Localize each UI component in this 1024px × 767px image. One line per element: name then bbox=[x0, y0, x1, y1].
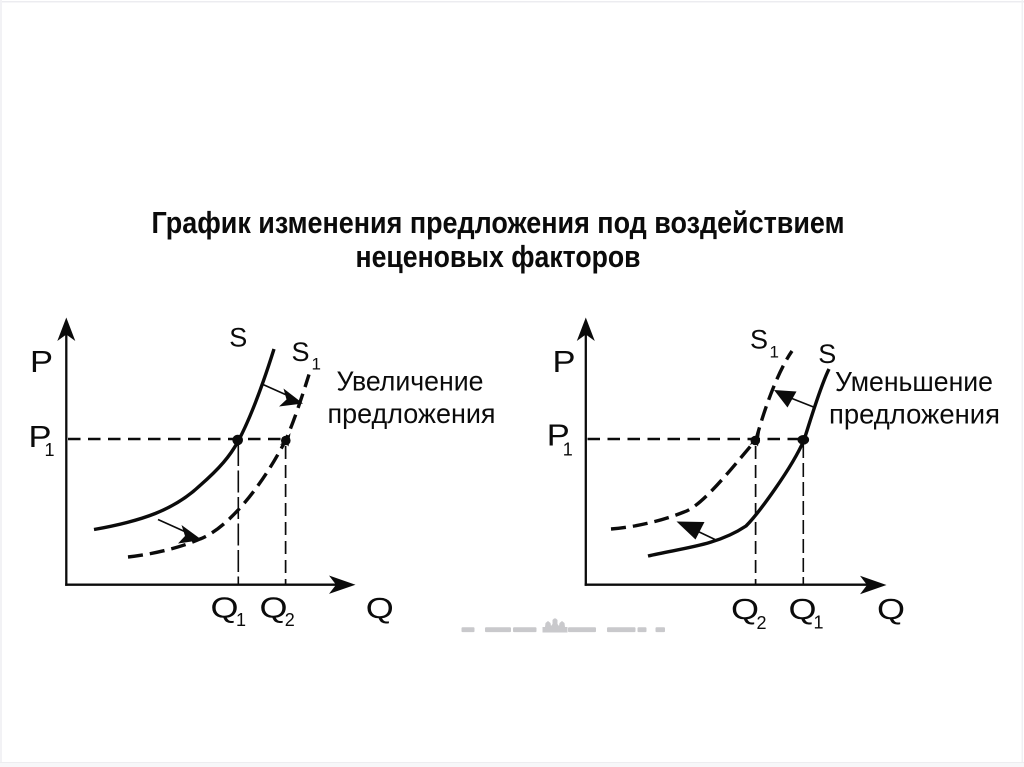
svg-text:S: S bbox=[291, 337, 309, 367]
svg-text:1: 1 bbox=[312, 355, 321, 374]
svg-text:Q: Q bbox=[211, 593, 239, 625]
svg-text:Увеличение: Увеличение bbox=[337, 366, 484, 397]
svg-text:1: 1 bbox=[45, 440, 55, 460]
svg-text:Q: Q bbox=[260, 593, 288, 625]
svg-text:График изменения предложения п: График изменения предложения под воздейс… bbox=[152, 205, 845, 240]
svg-text:предложения: предложения bbox=[328, 398, 496, 429]
svg-text:1: 1 bbox=[814, 613, 824, 633]
svg-text:1: 1 bbox=[770, 343, 779, 362]
svg-text:Q: Q bbox=[877, 594, 905, 626]
svg-text:Q: Q bbox=[366, 593, 394, 625]
svg-text:2: 2 bbox=[285, 610, 295, 630]
svg-text:1: 1 bbox=[563, 440, 573, 460]
svg-text:Q: Q bbox=[789, 594, 817, 626]
svg-text:Q: Q bbox=[731, 594, 759, 626]
svg-text:S: S bbox=[750, 325, 768, 355]
svg-text:1: 1 bbox=[236, 610, 246, 630]
svg-text:S: S bbox=[229, 323, 247, 353]
svg-text:P: P bbox=[29, 420, 52, 454]
svg-text:S: S bbox=[818, 339, 836, 369]
svg-text:предложения: предложения bbox=[829, 399, 1000, 430]
svg-text:P: P bbox=[547, 419, 570, 453]
svg-text:2: 2 bbox=[757, 613, 767, 633]
svg-text:P: P bbox=[30, 345, 53, 379]
svg-text:P: P bbox=[553, 345, 576, 379]
svg-text:неценовых факторов: неценовых факторов bbox=[356, 239, 641, 274]
svg-text:Уменьшение: Уменьшение bbox=[835, 366, 993, 397]
